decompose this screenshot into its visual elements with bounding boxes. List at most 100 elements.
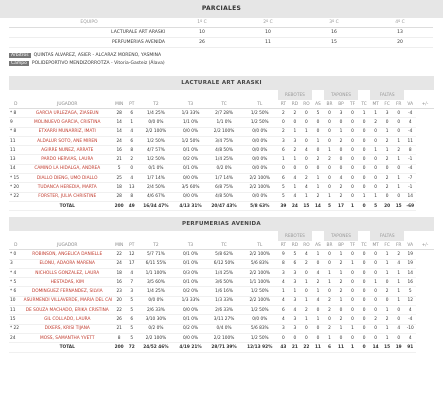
player-name-link[interactable]: GARCIA URLEZAGA, ZIASEUN [22, 108, 112, 119]
stat-cell: 1 [392, 154, 405, 165]
column-header: MT [369, 241, 382, 251]
player-name-link[interactable]: NICHOLLS GONZALEZ, LAURA [22, 268, 112, 279]
stat-cell: 2/6 33% [206, 305, 242, 316]
stat-cell: 8 [277, 259, 290, 269]
stat-cell: 0 [300, 324, 313, 334]
total-cell: 200 [111, 201, 127, 212]
stat-cell: 0 [277, 117, 290, 128]
player-name-link[interactable]: ETXARRI MUNARRIZ, IMATI [22, 127, 112, 137]
column-header: JUGADOR [22, 241, 112, 251]
player-name-link[interactable]: ROBINSON, ANGELICA DANIELLE [22, 249, 112, 260]
stat-cell: 0 [289, 117, 301, 128]
stat-cell: 5 [126, 324, 137, 334]
stat-cell: 18 [111, 268, 127, 279]
total-cell: 4/19 21% [174, 342, 207, 353]
stat-cell: 0 [381, 164, 393, 175]
player-name-link[interactable]: ALDALUR SOTO, ANE MIREN [22, 136, 112, 147]
player-name-link[interactable]: AGIRRE NUÑEZ, ARRATE [22, 145, 112, 156]
player-number: 13 [9, 154, 23, 165]
column-header: BR [323, 100, 336, 109]
stat-cell: 3 [289, 136, 301, 147]
parciales-row: LACTURALE ART ARASKI 10 10 16 13 [9, 27, 433, 38]
stat-cell: 2 [381, 173, 393, 184]
total-cell: 200 [111, 342, 127, 353]
player-name-link[interactable]: MOSS, SAMANTHA YVETT [22, 333, 112, 344]
player-name-link[interactable]: DIXERS, KRISI TIJANA [22, 324, 112, 334]
stat-cell: -10 [404, 324, 416, 334]
player-number: 11 [9, 136, 23, 147]
group-tapones: TAPONES [323, 90, 359, 100]
player-name-link[interactable]: FORSTER, JULIA CHRISTINE [22, 192, 112, 202]
stat-cell: 22 [111, 249, 127, 260]
stat-cell: 1 [381, 249, 393, 260]
stat-cell: 4 [312, 296, 324, 307]
stat-cell: 1/1 0% [206, 117, 242, 128]
player-number: 15 [9, 314, 23, 325]
player-number: * 15 [9, 173, 23, 184]
stat-cell: 2 [312, 192, 324, 202]
total-cell: 4/13 31% [174, 201, 207, 212]
stat-cell: 3 [289, 277, 301, 288]
group-faltas: FALTAS [369, 231, 405, 242]
total-cell: 14 [369, 342, 382, 353]
stat-cell: 1 [392, 277, 405, 288]
column-header: JUGADOR [22, 100, 112, 109]
player-name-link[interactable]: CAMINO LA HIDALGA, ANDREA [22, 164, 112, 175]
stat-cell: 2 [300, 173, 313, 184]
group-spacer [404, 231, 434, 241]
total-label: TOTAL [22, 342, 112, 353]
player-name-link[interactable]: DIALLO DIENG, UMO DIALLO [22, 173, 112, 184]
stat-cell: 0 [335, 333, 347, 344]
stat-cell: 1/6 16% [206, 286, 242, 297]
stat-cell: 2 [381, 154, 393, 165]
stat-cell: 0 [392, 164, 405, 175]
stat-cell: 1 [358, 192, 370, 202]
stat-cell: 0 [346, 173, 359, 184]
column-header: D [9, 100, 23, 109]
player-name-link[interactable]: HESTADAS, KIM [22, 277, 112, 288]
stat-cell: 5 [277, 192, 290, 202]
stat-cell: 0 [300, 154, 313, 165]
player-name-link[interactable]: ELONU, ADAORA MARENA [22, 259, 112, 269]
player-row: * 22 FORSTER, JULIA CHRISTINE 28 8 4/6 67% 0/… [9, 192, 434, 202]
player-name-link[interactable]: DE SOUZA MACHADO, ERIKA CRISTINA [22, 305, 112, 316]
stat-cell: 2 [335, 136, 347, 147]
player-name-link[interactable]: TUDANCA HEREDIA, MARTA [22, 182, 112, 193]
venue-label: Campo [9, 61, 29, 66]
player-name-link[interactable]: MOLINUEVO GARCIA, CRISTINA [22, 117, 112, 128]
player-name-link[interactable]: ASURMENDI VILLAVERDE, MARIA DEL CARMEN [22, 296, 112, 307]
stat-cell: 0 [312, 164, 324, 175]
stat-cell: 2 [289, 108, 301, 119]
player-name-link[interactable]: GIL COLLADO, LAURA [22, 314, 112, 325]
team2-title: PERFUMERIAS AVENIDA [9, 217, 434, 232]
stat-cell: 0 [300, 268, 313, 279]
stat-cell: 0 [358, 324, 370, 334]
stat-cell: 0 [346, 277, 359, 288]
stat-cell: 0 [369, 154, 382, 165]
stat-cell: 5 [126, 333, 137, 344]
stat-cell: 1 [277, 286, 290, 297]
column-header-row: D JUGADOR MIN PT T2 T3 TC TL RT RD RO AS BR BP TF TC MT F… [9, 241, 434, 251]
stat-cell: 0 [358, 296, 370, 307]
stat-cell: 0 [300, 117, 313, 128]
stat-cell: 9 [277, 249, 290, 260]
total-cell: 28/71 39% [206, 342, 242, 353]
stat-cell: 1/7 14% [206, 173, 242, 184]
stat-cell: 0 [323, 173, 336, 184]
stat-cell: 0 [346, 192, 359, 202]
stat-cell: 0 [323, 108, 336, 119]
stat-cell: 0/2 0% [174, 154, 207, 165]
stat-cell: 4 [335, 173, 347, 184]
stat-cell: 1 [335, 268, 347, 279]
player-row: 15 GIL COLLADO, LAURA 26 6 3/10 30% 0/1 0% 3/1… [9, 314, 434, 325]
stat-cell: 4 [300, 145, 313, 156]
player-name-link[interactable]: PARDO HERVIAS, LAURA [22, 154, 112, 165]
column-header: PT [126, 100, 137, 109]
stat-cell: 0 [358, 259, 370, 269]
player-name-link[interactable]: DOMINGUEZ FERNANDEZ, SILVIA [22, 286, 112, 297]
stat-cell: 7 [126, 277, 137, 288]
parciales-col-q2: 2º C [235, 18, 301, 28]
stat-cell: -4 [404, 127, 416, 137]
parciales-team: PERFUMERIAS AVENIDA [9, 37, 169, 48]
stat-cell: 21 [111, 154, 127, 165]
